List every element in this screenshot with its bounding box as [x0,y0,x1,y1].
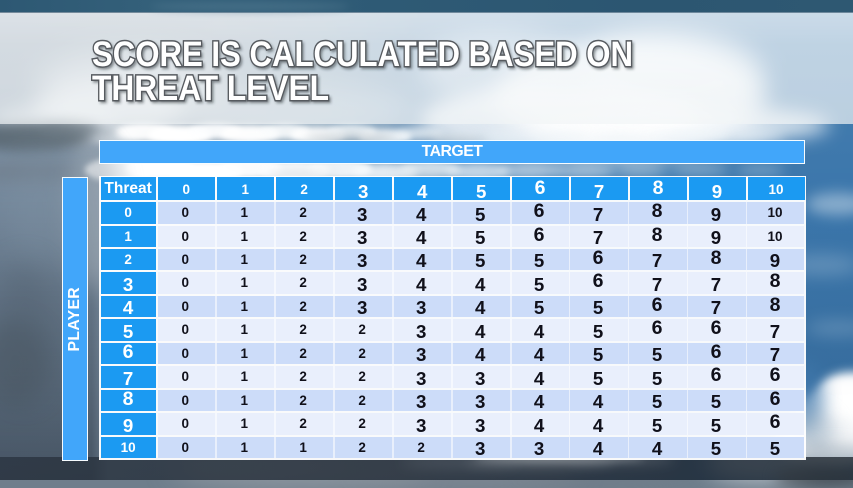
svg-text:THREAT LEVEL: THREAT LEVEL [94,70,331,110]
svg-text:THREAT LEVEL: THREAT LEVEL [92,68,329,108]
svg-text:SCORE IS CALCULATED BASED ON: SCORE IS CALCULATED BASED ON [94,36,635,76]
svg-text:SCORE IS CALCULATED BASED ON: SCORE IS CALCULATED BASED ON [92,34,633,74]
